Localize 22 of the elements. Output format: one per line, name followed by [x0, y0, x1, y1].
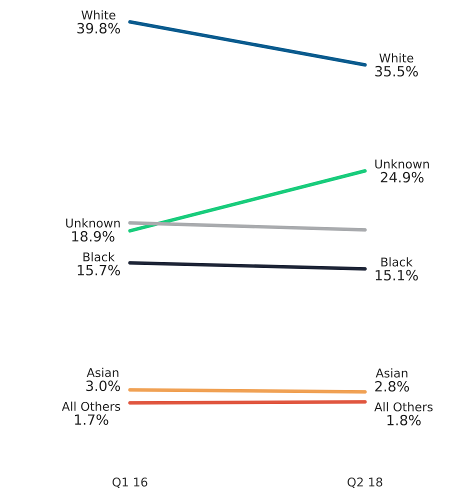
data-label: 15.7% — [78, 264, 120, 276]
data-label: 39.8% — [77, 22, 120, 34]
data-label: 1.8% — [387, 414, 421, 426]
data-label: 15.1% — [376, 270, 418, 281]
series-label: All Others — [374, 402, 433, 412]
text: All Others — [62, 402, 120, 411]
series-label: Unknown — [375, 159, 429, 169]
text: Black — [381, 257, 413, 267]
series-label: Asian — [86, 368, 118, 378]
series-label: Black — [83, 252, 115, 262]
data-label: 3.0% — [86, 380, 120, 392]
text: Asian — [376, 368, 408, 378]
series-label: White — [379, 53, 414, 63]
text: Unknown — [66, 218, 120, 228]
data-label: 18.9% — [72, 231, 114, 242]
x-tick-label: Q2 18 — [348, 478, 382, 488]
data-label: 24.9% — [380, 172, 424, 183]
text: White — [81, 10, 116, 20]
data-label: 35.5% — [375, 66, 418, 77]
data-label: 1.7% — [75, 414, 108, 425]
x-tick-label: Q1 16 — [112, 478, 148, 488]
data-label: 2.8% — [375, 380, 409, 392]
